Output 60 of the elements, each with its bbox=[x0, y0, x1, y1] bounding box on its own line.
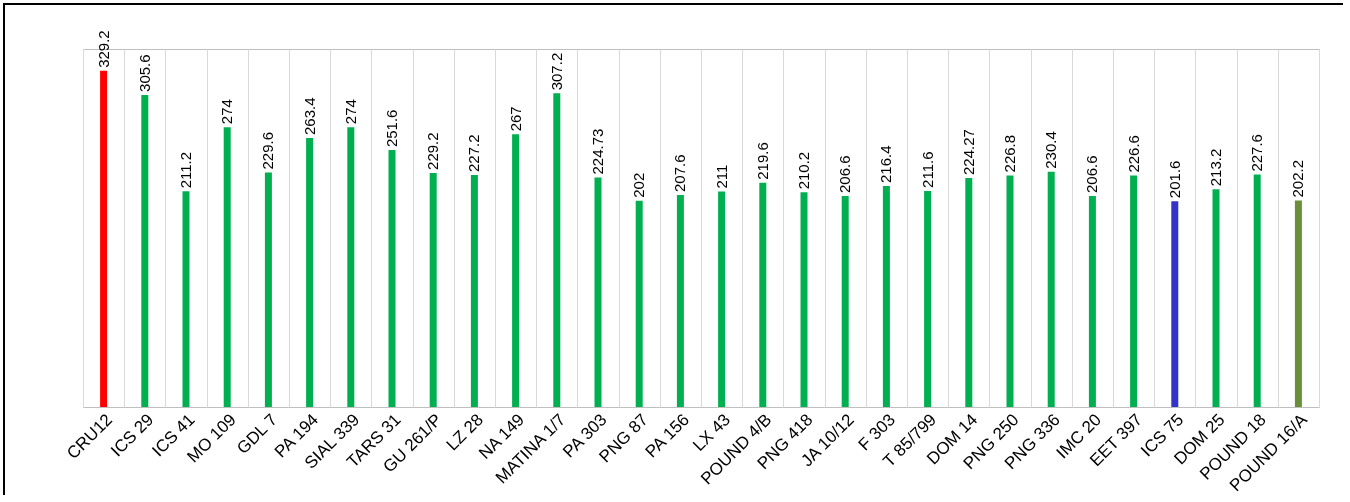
data-label: 229.6 bbox=[259, 132, 277, 170]
bar bbox=[306, 138, 314, 407]
bar bbox=[223, 127, 231, 407]
bar bbox=[182, 191, 190, 407]
data-label: 305.6 bbox=[135, 54, 153, 92]
bar bbox=[635, 200, 643, 407]
bar bbox=[141, 94, 149, 407]
bar bbox=[470, 175, 478, 407]
data-label: 263.4 bbox=[300, 97, 318, 136]
bar bbox=[100, 70, 108, 407]
bar bbox=[1006, 175, 1014, 407]
data-label: 329.2 bbox=[94, 30, 112, 68]
data-label: 274 bbox=[218, 99, 236, 125]
data-label: 229.2 bbox=[424, 132, 442, 170]
bar bbox=[347, 127, 355, 407]
data-label: 227.6 bbox=[1248, 134, 1266, 172]
data-label: 207.6 bbox=[671, 154, 689, 193]
data-label: 230.4 bbox=[1042, 131, 1060, 169]
data-label: 216.4 bbox=[877, 145, 895, 184]
bar bbox=[553, 93, 561, 407]
data-label: 206.6 bbox=[1083, 155, 1101, 194]
bar bbox=[1253, 174, 1261, 407]
data-label: 213.2 bbox=[1207, 148, 1224, 187]
bar bbox=[1047, 171, 1055, 407]
bar bbox=[594, 177, 602, 407]
bar bbox=[388, 150, 396, 407]
bar bbox=[718, 191, 726, 407]
bar bbox=[1130, 175, 1138, 407]
bar bbox=[800, 192, 808, 407]
data-label: 251.6 bbox=[383, 109, 400, 148]
data-label: 211.2 bbox=[177, 151, 194, 189]
bar bbox=[924, 190, 932, 407]
data-label: 206.6 bbox=[836, 155, 854, 194]
data-label: 307.2 bbox=[547, 52, 565, 91]
data-label: 226.8 bbox=[1001, 134, 1018, 173]
bar bbox=[429, 172, 437, 407]
bar bbox=[841, 196, 849, 407]
data-label: 210.2 bbox=[795, 151, 812, 190]
data-label: 202.2 bbox=[1289, 159, 1307, 198]
data-label: 267 bbox=[506, 106, 524, 132]
bar bbox=[512, 134, 520, 407]
bar bbox=[759, 182, 767, 407]
bar bbox=[882, 186, 890, 407]
data-label: 274 bbox=[341, 99, 359, 125]
data-label: 202 bbox=[630, 172, 648, 198]
bar bbox=[264, 172, 272, 407]
data-label: 211 bbox=[712, 164, 730, 189]
data-label: 201.6 bbox=[1165, 160, 1183, 199]
bar bbox=[1212, 189, 1220, 407]
bar bbox=[676, 195, 684, 407]
bar bbox=[1171, 201, 1179, 407]
data-label: 224.27 bbox=[959, 129, 977, 175]
data-label: 219.6 bbox=[753, 142, 771, 180]
data-label: 211.6 bbox=[918, 151, 936, 188]
data-label: 227.2 bbox=[465, 134, 483, 172]
bar bbox=[965, 178, 973, 407]
data-label: 224.73 bbox=[589, 128, 606, 175]
bar bbox=[1294, 200, 1302, 407]
data-label: 226.6 bbox=[1124, 135, 1142, 173]
bar bbox=[1088, 196, 1096, 407]
